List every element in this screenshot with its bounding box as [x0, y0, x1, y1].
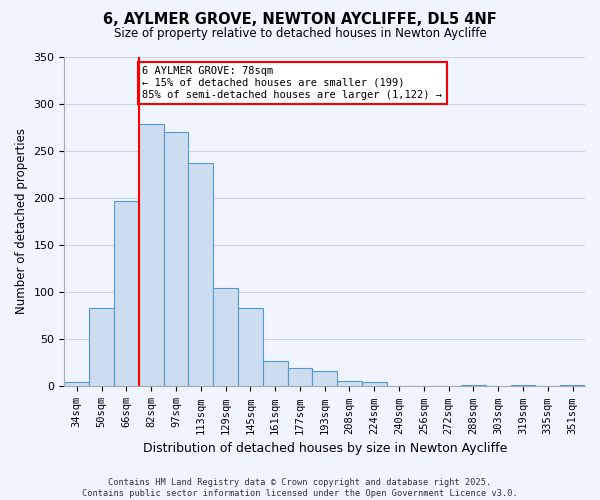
Bar	[560, 384, 585, 386]
Bar	[164, 132, 188, 386]
Bar	[89, 308, 114, 386]
Bar	[139, 124, 164, 386]
Bar	[461, 384, 486, 386]
Text: Contains HM Land Registry data © Crown copyright and database right 2025.
Contai: Contains HM Land Registry data © Crown c…	[82, 478, 518, 498]
X-axis label: Distribution of detached houses by size in Newton Aycliffe: Distribution of detached houses by size …	[143, 442, 507, 455]
Bar	[313, 372, 337, 386]
Bar	[287, 368, 313, 386]
Bar	[362, 382, 386, 386]
Bar	[188, 163, 213, 386]
Bar	[238, 308, 263, 386]
Text: Size of property relative to detached houses in Newton Aycliffe: Size of property relative to detached ho…	[113, 28, 487, 40]
Y-axis label: Number of detached properties: Number of detached properties	[15, 128, 28, 314]
Bar	[213, 288, 238, 386]
Text: 6 AYLMER GROVE: 78sqm
← 15% of detached houses are smaller (199)
85% of semi-det: 6 AYLMER GROVE: 78sqm ← 15% of detached …	[142, 66, 442, 100]
Bar	[337, 381, 362, 386]
Text: 6, AYLMER GROVE, NEWTON AYCLIFFE, DL5 4NF: 6, AYLMER GROVE, NEWTON AYCLIFFE, DL5 4N…	[103, 12, 497, 28]
Bar	[511, 384, 535, 386]
Bar	[64, 382, 89, 386]
Bar	[114, 200, 139, 386]
Bar	[263, 361, 287, 386]
